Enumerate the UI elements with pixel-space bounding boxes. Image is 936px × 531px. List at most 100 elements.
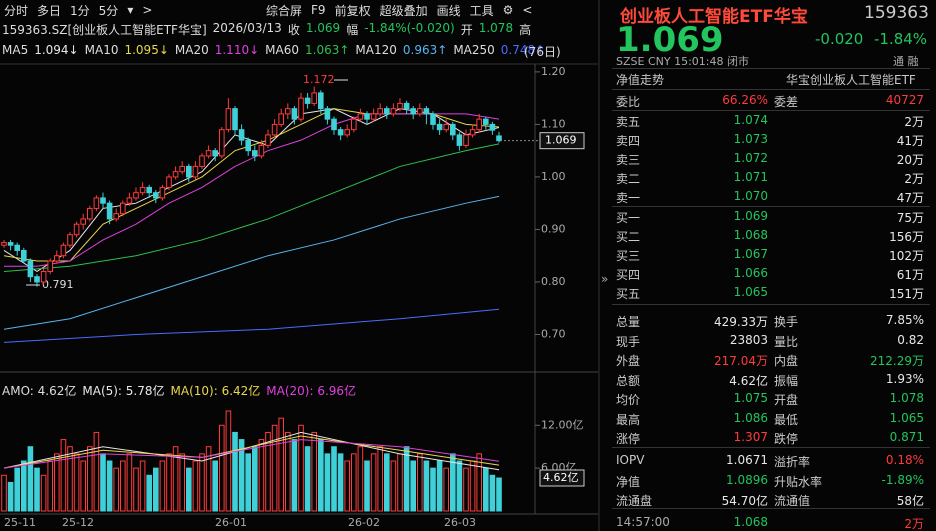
volume-ma-label: MA(20): 6.96亿 (266, 384, 357, 398)
candle-body (423, 108, 430, 115)
candle-body (199, 155, 205, 167)
low-annotation: 0.791 (42, 278, 74, 291)
collapse-arrow[interactable]: » (601, 272, 609, 286)
stat-value: 1.307 (733, 430, 768, 444)
volume-legend: AMO: 4.62亿 MA(5): 5.78亿 MA(10): 6.42亿 MA(20… (2, 382, 356, 399)
stat-label: 跌停 (774, 432, 799, 446)
volume-bar (67, 446, 73, 512)
high-annotation: 1.172 (303, 73, 335, 86)
volume-bar (443, 467, 449, 512)
volume-bar (298, 424, 304, 512)
toolbar-button[interactable]: ⚙ (502, 3, 514, 17)
toolbar-button[interactable]: 工具 (469, 3, 494, 18)
order-row: 卖三 1.072 20万 (612, 149, 930, 168)
order-row: 卖五 1.074 2万 (612, 111, 930, 130)
volume-bar (120, 460, 126, 512)
stat-value: 1.0671 (726, 453, 768, 467)
y-tick-label: 1.00 (541, 170, 566, 183)
candle-body (80, 218, 87, 225)
volume-bar (27, 446, 34, 512)
toolbar-button[interactable]: < (522, 3, 533, 17)
stat-row: 最高 1.086 最低 1.065 (612, 409, 930, 428)
fund-code: 159363 (864, 3, 929, 23)
volume-bar (344, 460, 350, 512)
level-price: 1.065 (733, 285, 768, 299)
stat-label: 升贴水率 (774, 474, 823, 489)
volume-bar (489, 474, 496, 512)
volume-bar (87, 446, 93, 512)
volume-ma-line (3, 435, 500, 469)
toolbar-button[interactable]: 5分 (98, 3, 119, 18)
level-label: 卖三 (616, 153, 641, 167)
stat-label: 现手 (616, 334, 641, 349)
volume-bar (106, 460, 113, 512)
trade-volume: 2万 (904, 517, 924, 531)
candle-body (430, 113, 436, 125)
volume-bar (232, 431, 238, 512)
level-volume: 61万 (896, 268, 924, 282)
toolbar-button[interactable]: 画线 (436, 3, 461, 18)
stat-label: 溢折率 (774, 455, 811, 469)
volume-bar (423, 460, 430, 512)
volume-bar (60, 439, 67, 512)
date-label: 26-03 (444, 516, 476, 529)
candle-body (469, 129, 476, 136)
tab-bar (612, 68, 930, 90)
candle-body (179, 165, 185, 173)
candle-body (159, 186, 166, 199)
toolbar-button[interactable]: ▾ (127, 3, 134, 17)
volume-bar (410, 460, 416, 512)
volume-bar (370, 453, 377, 512)
ma-value: 1.110↓ (214, 43, 260, 57)
candle-body (384, 108, 390, 115)
trade-price: 1.068 (733, 515, 768, 529)
volume-bar (40, 474, 47, 512)
stat-value: 7.85% (885, 313, 924, 327)
y-tick-label: 0.80 (541, 275, 566, 288)
candle-body (337, 129, 344, 136)
candle-body (40, 270, 47, 283)
toolbar-button[interactable]: 多日 (37, 3, 62, 18)
info-text: 1.078 (478, 21, 514, 35)
ma-line (3, 108, 500, 262)
volume-bar (7, 481, 14, 512)
level-volume: 151万 (889, 287, 924, 301)
info-text: 1.069 (305, 21, 341, 35)
toolbar-button[interactable]: F9 (311, 3, 326, 17)
candle-body (397, 102, 403, 110)
level-volume: 47万 (896, 191, 924, 205)
level-price: 1.066 (733, 266, 768, 280)
stat-value: 0.18% (885, 453, 924, 467)
stat-value: 54.70亿 (721, 494, 768, 508)
candle-body (54, 255, 60, 262)
order-row: 卖二 1.071 2万 (612, 168, 930, 187)
price: 1.069 (616, 20, 724, 60)
stat-value: 1.0896 (726, 472, 768, 487)
toolbar-button[interactable]: 前复权 (334, 3, 371, 18)
volume-bar (113, 467, 120, 512)
stat-row: 均价 1.075 开盘 1.078 (612, 389, 930, 408)
toolbar-button[interactable]: 综合屏 (266, 3, 303, 18)
volume-bar (390, 460, 397, 512)
tab[interactable]: 净值走势 (616, 73, 665, 87)
toolbar-button[interactable]: 分时 (4, 3, 29, 18)
candle-body (318, 92, 324, 110)
candle-body (120, 202, 126, 215)
toolbar-button[interactable]: 1分 (70, 3, 90, 18)
volume-bar (225, 410, 232, 512)
ma-value: 0.963↑ (402, 43, 448, 57)
toolbar-button[interactable]: 超级叠加 (379, 3, 428, 18)
level-price: 1.068 (733, 228, 768, 242)
candle-body (238, 129, 245, 141)
level-label: 买二 (616, 230, 641, 244)
ma-name: MA10 (84, 43, 119, 57)
toolbar-button[interactable]: > (142, 3, 153, 17)
candle-body (403, 102, 410, 110)
candle-body (27, 260, 34, 278)
badges: 通 融 (893, 55, 919, 68)
separator (612, 447, 930, 448)
stat-value: 4.62亿 (729, 373, 768, 388)
volume-bar (258, 439, 265, 512)
candle-body (186, 165, 192, 178)
level-label: 买五 (616, 287, 641, 301)
